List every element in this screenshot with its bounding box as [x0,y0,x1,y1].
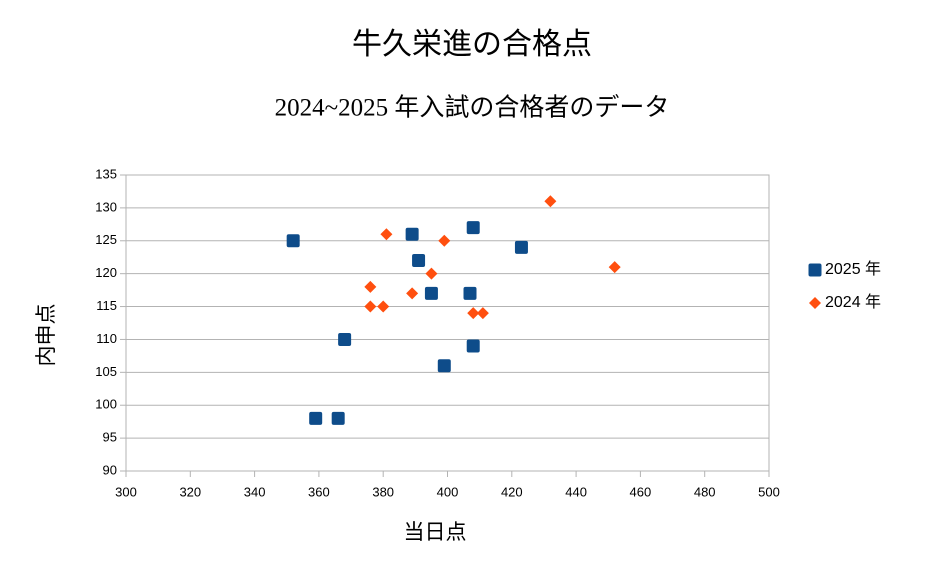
point [466,221,480,235]
x-tick-label: 360 [308,484,330,499]
x-tick-label: 380 [372,484,394,499]
y-tick-label: 95 [103,430,117,445]
x-tick-label: 440 [565,484,587,499]
y-tick-label: 135 [95,166,117,181]
x-tick-label: 340 [244,484,266,499]
y-tick-label: 110 [96,331,117,346]
x-tick-label: 400 [437,484,459,499]
point [364,280,377,293]
point [377,300,390,313]
y-tick-label: 115 [96,298,117,313]
x-tick-label: 500 [758,484,780,499]
x-tick-label: 300 [115,484,137,499]
point [338,332,352,346]
point [406,287,419,300]
point [463,286,477,300]
x-tick-label: 480 [694,484,716,499]
y-axis-label: 内申点 [34,304,58,367]
x-tick-label: 460 [630,484,652,499]
point [476,307,489,320]
point [466,339,480,353]
x-tick-label: 420 [501,484,523,499]
point [544,195,557,208]
x-axis-label: 当日点 [404,520,467,544]
point [467,307,480,320]
legend-marker [809,297,821,309]
point [514,240,528,254]
legend-marker [808,263,822,277]
point [438,234,451,247]
y-tick-label: 125 [95,232,117,247]
legend-label: 2024 年 [825,293,881,311]
legend-label: 2025 年 [825,260,881,278]
point [309,411,323,425]
y-tick-label: 130 [95,199,117,214]
y-tick-label: 100 [95,397,117,412]
point [608,261,621,274]
point [380,228,393,241]
point [425,267,438,280]
x-tick-label: 320 [179,484,201,499]
plot-frame [125,174,770,472]
point [331,411,345,425]
chart-title: 牛久栄進の合格点 [352,28,592,61]
y-tick-label: 90 [103,462,117,477]
point [405,227,419,241]
chart-subtitle: 2024~2025 年入試の合格者のデータ [275,94,670,122]
point [412,254,426,268]
y-tick-label: 120 [95,265,117,280]
point [364,300,377,313]
y-tick-label: 105 [95,364,117,379]
point [437,359,451,373]
point [286,234,300,248]
point [424,286,438,300]
